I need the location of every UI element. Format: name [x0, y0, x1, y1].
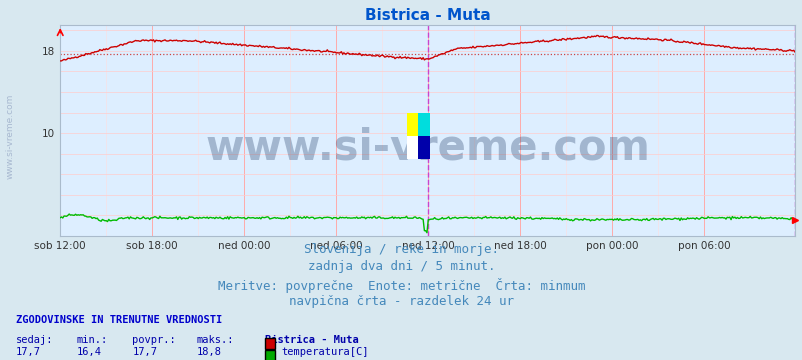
Bar: [418, 136, 429, 159]
Text: zadnja dva dni / 5 minut.: zadnja dva dni / 5 minut.: [307, 260, 495, 273]
Text: min.:: min.:: [76, 335, 107, 345]
Bar: [406, 113, 418, 136]
Text: ZGODOVINSKE IN TRENUTNE VREDNOSTI: ZGODOVINSKE IN TRENUTNE VREDNOSTI: [16, 315, 222, 325]
Text: 17,7: 17,7: [132, 347, 157, 357]
Text: www.si-vreme.com: www.si-vreme.com: [5, 94, 14, 180]
Text: 16,4: 16,4: [76, 347, 101, 357]
Bar: [418, 113, 429, 136]
Title: Bistrica - Muta: Bistrica - Muta: [364, 8, 490, 23]
Text: sedaj:: sedaj:: [16, 335, 54, 345]
Text: www.si-vreme.com: www.si-vreme.com: [205, 126, 650, 168]
Text: 18,8: 18,8: [196, 347, 221, 357]
Text: Slovenija / reke in morje.: Slovenija / reke in morje.: [304, 243, 498, 256]
Text: Meritve: povprečne  Enote: metrične  Črta: minmum: Meritve: povprečne Enote: metrične Črta:…: [217, 278, 585, 293]
Text: Bistrica - Muta: Bistrica - Muta: [265, 335, 358, 345]
Bar: [406, 136, 418, 159]
Text: navpična črta - razdelek 24 ur: navpična črta - razdelek 24 ur: [289, 295, 513, 308]
Text: maks.:: maks.:: [196, 335, 234, 345]
Text: 17,7: 17,7: [16, 347, 41, 357]
Text: temperatura[C]: temperatura[C]: [282, 347, 369, 357]
Text: povpr.:: povpr.:: [132, 335, 176, 345]
